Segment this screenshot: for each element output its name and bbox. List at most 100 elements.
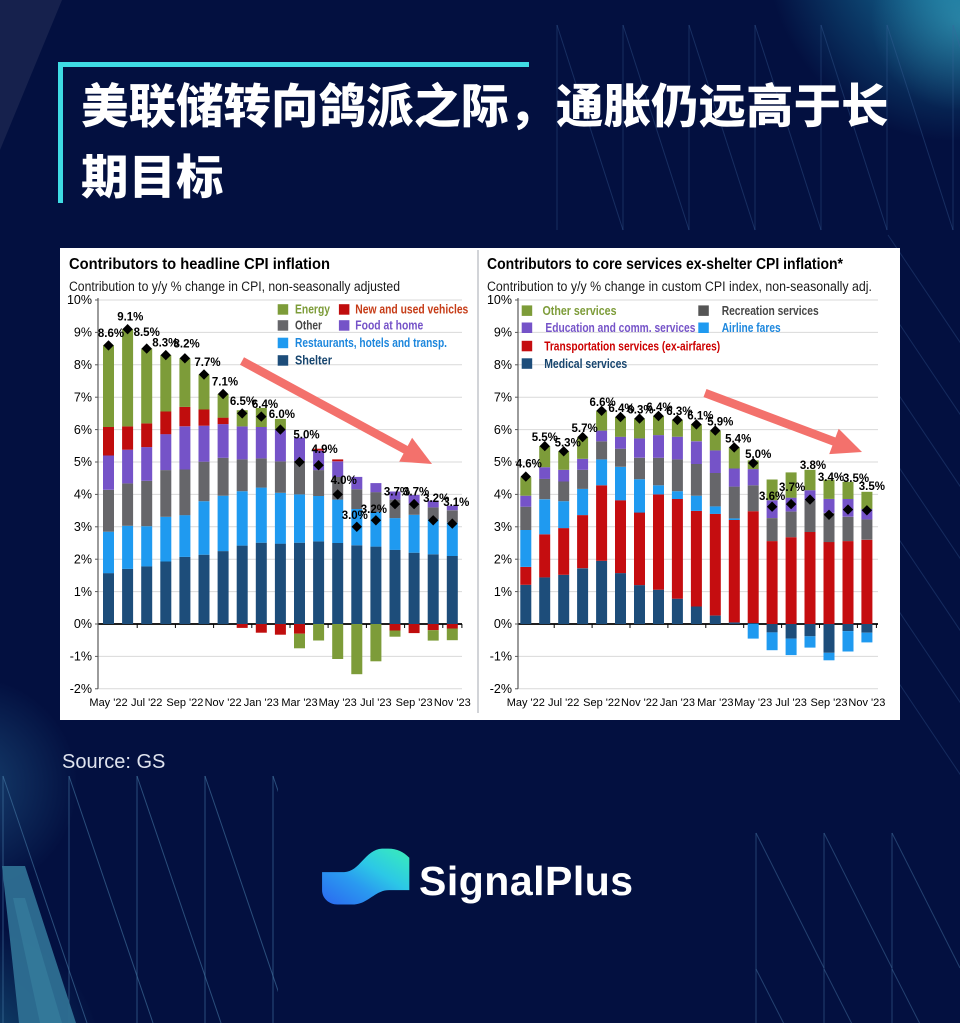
svg-text:5%: 5% [494,455,512,469]
svg-text:5.5%: 5.5% [532,432,558,444]
svg-text:3.5%: 3.5% [859,481,885,493]
svg-text:3.7%: 3.7% [403,487,429,499]
svg-text:6.5%: 6.5% [230,396,256,408]
svg-text:Sep '22: Sep '22 [583,697,620,709]
svg-text:Nov '22: Nov '22 [205,697,242,709]
svg-text:3.6%: 3.6% [759,491,785,503]
svg-text:Education and comm. services: Education and comm. services [545,321,695,335]
svg-text:Nov '22: Nov '22 [621,697,658,709]
svg-text:4.9%: 4.9% [311,444,337,456]
svg-text:Recreation services: Recreation services [722,304,819,318]
svg-text:3.2%: 3.2% [423,493,449,505]
svg-text:6%: 6% [74,423,92,437]
svg-text:Medical services: Medical services [544,357,627,371]
svg-text:Restaurants, hotels and transp: Restaurants, hotels and transp. [295,336,447,350]
svg-text:1%: 1% [74,585,92,599]
svg-text:-1%: -1% [490,650,512,664]
svg-text:4.0%: 4.0% [331,475,357,487]
svg-text:4.6%: 4.6% [516,459,542,471]
svg-text:6.1%: 6.1% [687,410,713,422]
svg-text:Sep '23: Sep '23 [811,697,848,709]
svg-text:May '23: May '23 [319,697,357,709]
svg-text:6%: 6% [494,423,512,437]
svg-text:5.7%: 5.7% [571,423,597,435]
svg-text:Other services: Other services [543,304,617,318]
svg-text:Mar '23: Mar '23 [281,697,317,709]
svg-text:Contributors to core services: Contributors to core services ex-shelter… [487,256,844,273]
svg-text:9%: 9% [74,326,92,340]
svg-text:9.1%: 9.1% [117,312,143,324]
svg-text:2%: 2% [494,552,512,566]
svg-text:3%: 3% [74,520,92,534]
svg-text:8.3%: 8.3% [152,338,178,350]
svg-text:Contribution to y/y % change i: Contribution to y/y % change in custom C… [487,279,872,294]
svg-text:Nov '23: Nov '23 [434,697,471,709]
svg-text:3.7%: 3.7% [384,487,410,499]
svg-text:8.5%: 8.5% [134,327,160,339]
svg-text:5.0%: 5.0% [293,429,319,441]
svg-text:Energy: Energy [295,303,330,317]
svg-text:3%: 3% [494,520,512,534]
svg-text:6.0%: 6.0% [269,409,295,421]
svg-text:7%: 7% [74,390,92,404]
svg-text:0%: 0% [494,617,512,631]
svg-text:2%: 2% [74,552,92,566]
svg-text:Jan '23: Jan '23 [660,697,695,709]
svg-text:6.4%: 6.4% [252,399,278,411]
svg-text:New and used vehicles: New and used vehicles [355,303,468,317]
svg-text:4%: 4% [494,488,512,502]
svg-text:5%: 5% [74,455,92,469]
svg-text:Sep '22: Sep '22 [166,697,203,709]
svg-text:May '23: May '23 [734,697,772,709]
svg-text:7.1%: 7.1% [212,377,238,389]
svg-text:-1%: -1% [70,650,92,664]
svg-text:8%: 8% [74,358,92,372]
svg-text:5.3%: 5.3% [555,437,581,449]
svg-text:3.5%: 3.5% [843,473,869,485]
svg-text:5.4%: 5.4% [725,433,751,445]
svg-text:Airline fares: Airline fares [722,321,781,335]
svg-text:7.7%: 7.7% [194,357,220,369]
svg-text:May '22: May '22 [89,697,127,709]
svg-text:7%: 7% [494,390,512,404]
svg-text:Contributors to headline CPI i: Contributors to headline CPI inflation [69,256,330,273]
svg-text:6.3%: 6.3% [666,406,692,418]
svg-text:4%: 4% [74,488,92,502]
svg-text:9%: 9% [494,326,512,340]
svg-text:Jul '23: Jul '23 [360,697,391,709]
svg-text:5.0%: 5.0% [745,449,771,461]
svg-text:Nov '23: Nov '23 [848,697,885,709]
svg-text:3.2%: 3.2% [361,504,387,516]
svg-text:-2%: -2% [490,682,512,696]
svg-text:8.2%: 8.2% [173,338,199,350]
svg-text:Jul '22: Jul '22 [548,697,579,709]
svg-text:6.6%: 6.6% [589,397,615,409]
svg-text:1%: 1% [494,585,512,599]
svg-text:6.4%: 6.4% [608,403,634,415]
svg-text:May '22: May '22 [507,697,545,709]
svg-text:Sep '23: Sep '23 [396,697,433,709]
svg-text:-2%: -2% [70,682,92,696]
svg-text:3.4%: 3.4% [818,472,844,484]
svg-text:Shelter: Shelter [295,354,332,368]
svg-text:8%: 8% [494,358,512,372]
svg-text:10%: 10% [67,293,92,307]
svg-text:3.7%: 3.7% [779,482,805,494]
svg-text:6.4%: 6.4% [646,402,672,414]
svg-text:10%: 10% [487,293,512,307]
svg-text:5.9%: 5.9% [707,417,733,429]
svg-text:Jul '22: Jul '22 [131,697,162,709]
svg-text:Transportation services (ex-ai: Transportation services (ex-airfares) [544,339,720,353]
svg-text:3.8%: 3.8% [800,460,826,472]
svg-text:Jan '23: Jan '23 [244,697,279,709]
svg-text:Mar '23: Mar '23 [697,697,733,709]
svg-text:8.6%: 8.6% [98,328,124,340]
svg-text:Other: Other [295,319,322,333]
svg-text:6.3%: 6.3% [627,405,653,417]
svg-text:3.0%: 3.0% [342,510,368,522]
svg-text:Jul '23: Jul '23 [775,697,806,709]
svg-text:0%: 0% [74,617,92,631]
svg-text:Food at home: Food at home [355,319,423,333]
svg-text:3.1%: 3.1% [443,497,469,509]
svg-text:Contribution to y/y % change i: Contribution to y/y % change in CPI, non… [69,279,400,294]
